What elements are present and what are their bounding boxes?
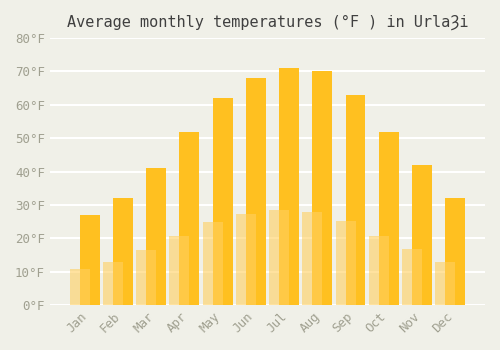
Bar [113,198,133,305]
Bar [369,236,389,305]
Bar [412,165,432,305]
Bar [212,98,233,305]
Bar [402,249,422,305]
Bar [146,168,166,305]
Bar [302,212,322,305]
Title: Average monthly temperatures (°F ) in UrlaȜi: Average monthly temperatures (°F ) in Ur… [66,15,468,30]
Bar [312,71,332,305]
Bar [279,68,299,305]
Bar [236,214,256,305]
Bar [446,198,465,305]
Bar [436,262,455,305]
Bar [170,236,190,305]
Bar [80,215,100,305]
Bar [379,132,398,305]
Bar [246,78,266,305]
Bar [202,222,222,305]
Bar [136,250,156,305]
Bar [180,132,200,305]
Bar [70,269,89,305]
Bar [269,210,289,305]
Bar [336,221,355,305]
Bar [103,262,123,305]
Bar [346,95,366,305]
